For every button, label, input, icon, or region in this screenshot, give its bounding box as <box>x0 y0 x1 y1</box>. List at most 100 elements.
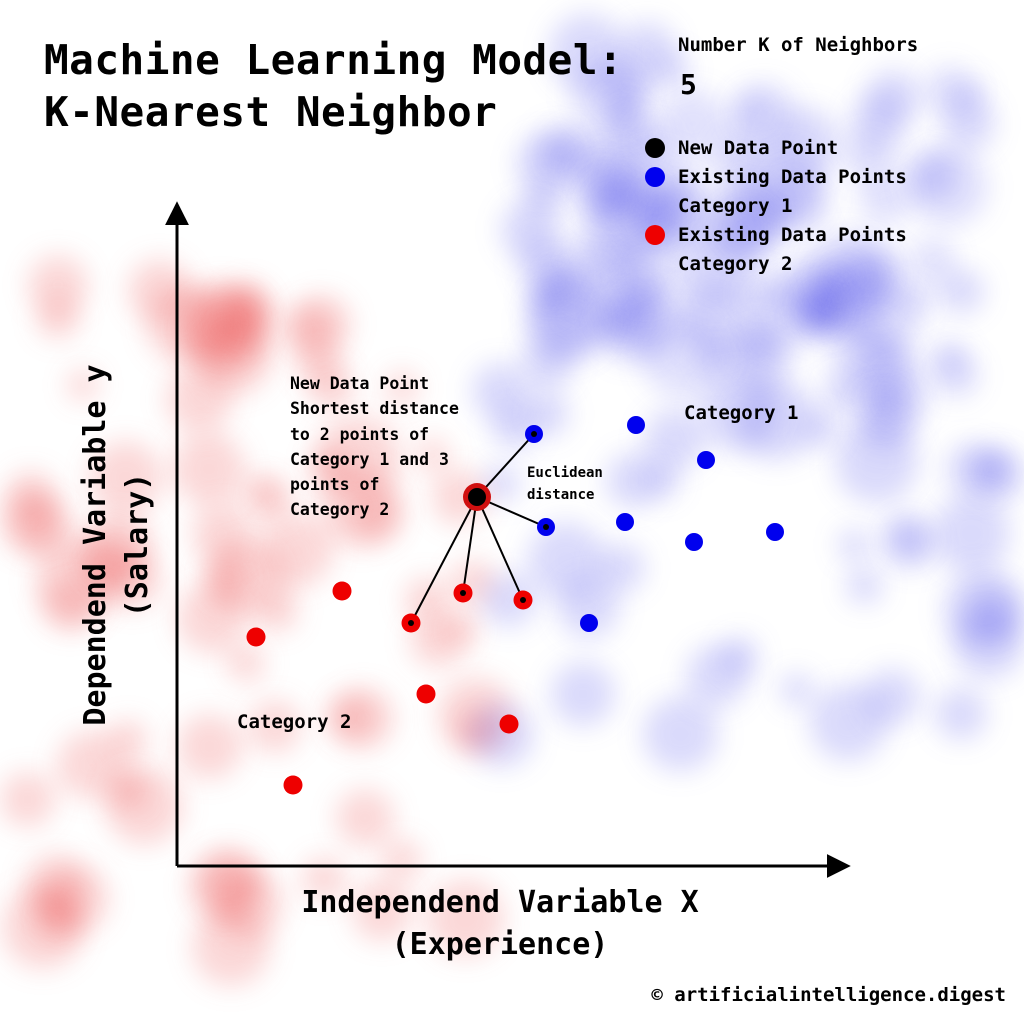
background-blob <box>677 231 752 306</box>
background-blob <box>444 613 479 648</box>
background-blob <box>518 236 574 291</box>
background-blob <box>226 643 265 682</box>
annotation-line: to 2 points of <box>290 424 430 444</box>
background-blob <box>825 375 863 413</box>
background-blob <box>293 294 352 353</box>
background-blob <box>736 379 818 461</box>
euclidean-line-1: Euclidean <box>527 465 603 481</box>
background-blob <box>528 521 605 599</box>
background-blob <box>261 515 334 587</box>
background-blob <box>678 281 752 355</box>
background-blob <box>605 453 661 508</box>
background-blob <box>415 438 449 472</box>
background-blob <box>43 577 97 632</box>
background-blob <box>385 371 420 406</box>
background-blob <box>455 711 496 752</box>
title-line-2: K-Nearest Neighbor <box>44 88 498 136</box>
background-blob <box>860 257 894 291</box>
background-blob <box>500 200 559 259</box>
euclidean-line-2: distance <box>527 487 595 503</box>
background-blob <box>319 466 401 547</box>
background-blob <box>856 389 917 449</box>
background-blob <box>0 490 63 554</box>
annotation-line: Category 2 <box>290 500 390 520</box>
x-axis-label-line-2: (Experience) <box>391 927 609 962</box>
background-blob <box>945 443 999 496</box>
background-blob <box>0 771 56 828</box>
background-blob <box>876 368 930 422</box>
category-2-point <box>416 684 436 704</box>
background-blob <box>181 281 264 365</box>
background-blob <box>813 299 846 332</box>
endpoint-dot <box>408 620 414 626</box>
background-blob <box>601 302 660 361</box>
background-blob <box>909 237 955 283</box>
category-1-point <box>685 533 703 551</box>
background-blob <box>215 870 284 939</box>
background-blob <box>643 463 679 499</box>
background-blob <box>613 239 678 303</box>
background-blob <box>350 491 401 542</box>
euclidean-distance-label: Euclidean distance <box>527 462 603 506</box>
endpoint-dot <box>520 597 526 603</box>
background-blob <box>333 687 395 749</box>
background-blob <box>301 856 346 901</box>
background-blob <box>867 70 921 123</box>
background-blob <box>779 673 813 707</box>
annotation-line: Category 1 and 3 <box>290 449 449 469</box>
background-blob <box>939 268 985 314</box>
legend-item-sublabel: Category 2 <box>678 253 793 275</box>
background-blob <box>539 261 578 299</box>
background-blob <box>752 281 821 350</box>
red-dot-icon <box>645 225 665 245</box>
new-point-annotation: New Data Point Shortest distance to 2 po… <box>290 371 459 523</box>
background-blob <box>698 340 735 378</box>
background-blob <box>181 290 265 375</box>
background-blob <box>588 177 670 259</box>
legend-item-category-1: Existing Data Points Category 1 <box>645 163 907 221</box>
background-blob <box>549 14 625 90</box>
background-blob <box>654 51 690 87</box>
legend-item-label: Existing Data Points <box>678 166 907 188</box>
background-blob <box>799 300 836 338</box>
background-blob <box>223 283 271 330</box>
background-blob <box>382 840 422 881</box>
background-blob <box>723 178 789 244</box>
annotation-line: Shortest distance <box>290 399 459 419</box>
background-blob <box>808 231 883 306</box>
category-2-point <box>283 775 303 795</box>
k-neighbors-value: 5 <box>680 68 697 101</box>
background-blob <box>804 285 852 334</box>
background-blob <box>198 849 262 912</box>
legend-item-category-2: Existing Data Points Category 2 <box>645 221 907 279</box>
background-blob <box>210 539 286 615</box>
legend-item-new-point: New Data Point <box>645 134 907 163</box>
background-blob <box>204 554 251 601</box>
background-blob <box>846 567 883 605</box>
background-blob <box>705 189 779 263</box>
legend-item-label: Existing Data Points <box>678 224 907 246</box>
category-2-point <box>499 714 519 734</box>
copyright-notice: © artificialintelligence.digest <box>651 984 1006 1006</box>
background-blob <box>640 313 724 397</box>
background-blob <box>935 687 988 740</box>
background-blob <box>469 702 535 768</box>
background-blob <box>844 131 895 182</box>
background-blob <box>941 96 995 150</box>
background-blob <box>528 278 565 315</box>
y-axis-label: Dependend Variable y (Salary) <box>75 345 159 745</box>
distance-line-cat2-c <box>476 496 524 601</box>
background-blob <box>24 853 88 917</box>
background-blob <box>191 907 270 986</box>
legend-item-label: New Data Point <box>678 137 839 159</box>
background-blob <box>103 551 162 610</box>
annotation-line: points of <box>290 475 380 495</box>
category-1-label: Category 1 <box>684 402 799 424</box>
background-blob <box>34 896 79 941</box>
background-blob <box>838 528 871 562</box>
category-2-point <box>332 581 352 601</box>
background-blob <box>246 473 280 507</box>
background-blob <box>821 263 856 298</box>
background-blob <box>176 713 243 780</box>
